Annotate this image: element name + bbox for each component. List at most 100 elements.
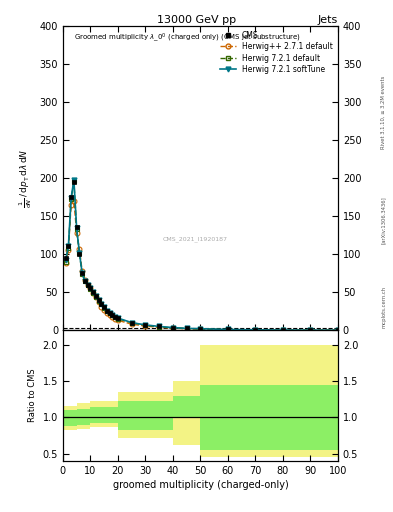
Herwig 7.2.1 default — [110, 312, 115, 318]
Herwig 7.2.1 softTune — [308, 327, 313, 333]
Herwig 7.2.1 softTune — [72, 177, 76, 183]
CMS — [129, 319, 134, 326]
Herwig 7.2.1 softTune — [110, 312, 115, 318]
Herwig 7.2.1 default — [77, 250, 82, 257]
Herwig++ 2.7.1 default — [143, 323, 148, 329]
Herwig++ 2.7.1 default — [110, 314, 115, 321]
Herwig 7.2.1 default — [171, 325, 175, 331]
Herwig 7.2.1 default — [336, 327, 340, 333]
CMS — [74, 224, 79, 230]
Herwig 7.2.1 softTune — [143, 322, 148, 328]
Herwig 7.2.1 softTune — [99, 301, 104, 307]
Herwig 7.2.1 default — [63, 259, 68, 265]
Text: mcplots.cern.ch: mcplots.cern.ch — [381, 286, 386, 328]
CMS — [94, 293, 98, 299]
Herwig++ 2.7.1 default — [66, 247, 71, 253]
CMS — [226, 327, 230, 333]
Line: CMS: CMS — [63, 179, 340, 333]
Herwig 7.2.1 default — [253, 327, 258, 333]
Line: Herwig 7.2.1 default: Herwig 7.2.1 default — [66, 181, 338, 330]
Herwig 7.2.1 softTune — [69, 195, 73, 201]
Herwig++ 2.7.1 default — [91, 290, 95, 296]
CMS — [107, 310, 112, 316]
Herwig 7.2.1 softTune — [281, 327, 285, 333]
CMS — [102, 304, 107, 310]
CMS — [99, 301, 104, 307]
Herwig 7.2.1 softTune — [226, 327, 230, 333]
Text: CMS_2021_I1920187: CMS_2021_I1920187 — [162, 236, 228, 242]
Y-axis label: $\frac{1}{\mathrm{d}N}\,/\,\mathrm{d}p_{\mathrm{T}}\,\mathrm{d}\lambda\,\mathrm{: $\frac{1}{\mathrm{d}N}\,/\,\mathrm{d}p_{… — [17, 148, 34, 208]
Herwig 7.2.1 softTune — [80, 270, 84, 276]
Herwig++ 2.7.1 default — [102, 307, 107, 313]
Herwig 7.2.1 default — [184, 326, 189, 332]
Herwig 7.2.1 softTune — [113, 313, 118, 319]
Herwig 7.2.1 default — [129, 319, 134, 326]
Herwig 7.2.1 default — [85, 282, 90, 288]
Herwig 7.2.1 softTune — [85, 282, 90, 288]
Herwig 7.2.1 softTune — [107, 310, 112, 316]
CMS — [69, 194, 73, 200]
Herwig 7.2.1 softTune — [184, 325, 189, 331]
Herwig 7.2.1 default — [83, 279, 87, 285]
Herwig 7.2.1 default — [94, 294, 98, 300]
Herwig++ 2.7.1 default — [96, 299, 101, 305]
Herwig 7.2.1 default — [226, 327, 230, 333]
Herwig++ 2.7.1 default — [88, 285, 93, 291]
CMS — [198, 326, 203, 332]
Line: Herwig++ 2.7.1 default: Herwig++ 2.7.1 default — [66, 201, 338, 330]
Herwig 7.2.1 softTune — [129, 319, 134, 326]
Herwig 7.2.1 softTune — [171, 325, 175, 331]
CMS — [66, 243, 71, 249]
Herwig 7.2.1 default — [66, 245, 71, 251]
Herwig 7.2.1 default — [143, 322, 148, 328]
Herwig++ 2.7.1 default — [94, 294, 98, 301]
Text: 13000 GeV pp: 13000 GeV pp — [157, 15, 236, 26]
Herwig 7.2.1 default — [105, 308, 109, 314]
Herwig 7.2.1 default — [96, 297, 101, 304]
CMS — [336, 327, 340, 333]
Herwig 7.2.1 default — [107, 310, 112, 316]
Herwig++ 2.7.1 default — [113, 316, 118, 322]
Herwig 7.2.1 softTune — [94, 293, 98, 299]
Line: Herwig 7.2.1 softTune: Herwig 7.2.1 softTune — [66, 180, 338, 330]
Herwig++ 2.7.1 default — [69, 202, 73, 208]
Herwig 7.2.1 softTune — [116, 315, 120, 321]
CMS — [116, 315, 120, 321]
Herwig 7.2.1 default — [308, 327, 313, 333]
CMS — [184, 325, 189, 331]
Herwig++ 2.7.1 default — [308, 327, 313, 333]
CMS — [88, 285, 93, 291]
Herwig 7.2.1 default — [91, 290, 95, 296]
CMS — [253, 327, 258, 333]
Herwig 7.2.1 softTune — [66, 243, 71, 249]
CMS — [85, 282, 90, 288]
Herwig 7.2.1 softTune — [336, 327, 340, 333]
Text: Rivet 3.1.10, ≥ 3.2M events: Rivet 3.1.10, ≥ 3.2M events — [381, 76, 386, 150]
Herwig++ 2.7.1 default — [77, 246, 82, 252]
CMS — [308, 327, 313, 333]
CMS — [105, 308, 109, 314]
Herwig 7.2.1 softTune — [83, 278, 87, 284]
Herwig 7.2.1 softTune — [63, 257, 68, 263]
Text: Jets: Jets — [318, 15, 338, 26]
Herwig 7.2.1 default — [88, 286, 93, 292]
Herwig++ 2.7.1 default — [171, 325, 175, 331]
Text: [arXiv:1306.3436]: [arXiv:1306.3436] — [381, 196, 386, 244]
Herwig++ 2.7.1 default — [107, 312, 112, 318]
Herwig 7.2.1 default — [102, 305, 107, 311]
Herwig++ 2.7.1 default — [63, 260, 68, 266]
Herwig 7.2.1 default — [99, 301, 104, 307]
Herwig 7.2.1 softTune — [91, 289, 95, 295]
Legend: CMS, Herwig++ 2.7.1 default, Herwig 7.2.1 default, Herwig 7.2.1 softTune: CMS, Herwig++ 2.7.1 default, Herwig 7.2.… — [217, 28, 336, 77]
CMS — [77, 251, 82, 257]
CMS — [157, 324, 162, 330]
Herwig 7.2.1 default — [80, 271, 84, 277]
CMS — [91, 289, 95, 295]
Herwig++ 2.7.1 default — [105, 310, 109, 316]
Herwig 7.2.1 softTune — [88, 285, 93, 291]
Herwig 7.2.1 default — [72, 178, 76, 184]
Herwig++ 2.7.1 default — [184, 326, 189, 332]
Herwig++ 2.7.1 default — [129, 321, 134, 327]
Herwig 7.2.1 default — [198, 326, 203, 332]
Herwig 7.2.1 softTune — [74, 225, 79, 231]
